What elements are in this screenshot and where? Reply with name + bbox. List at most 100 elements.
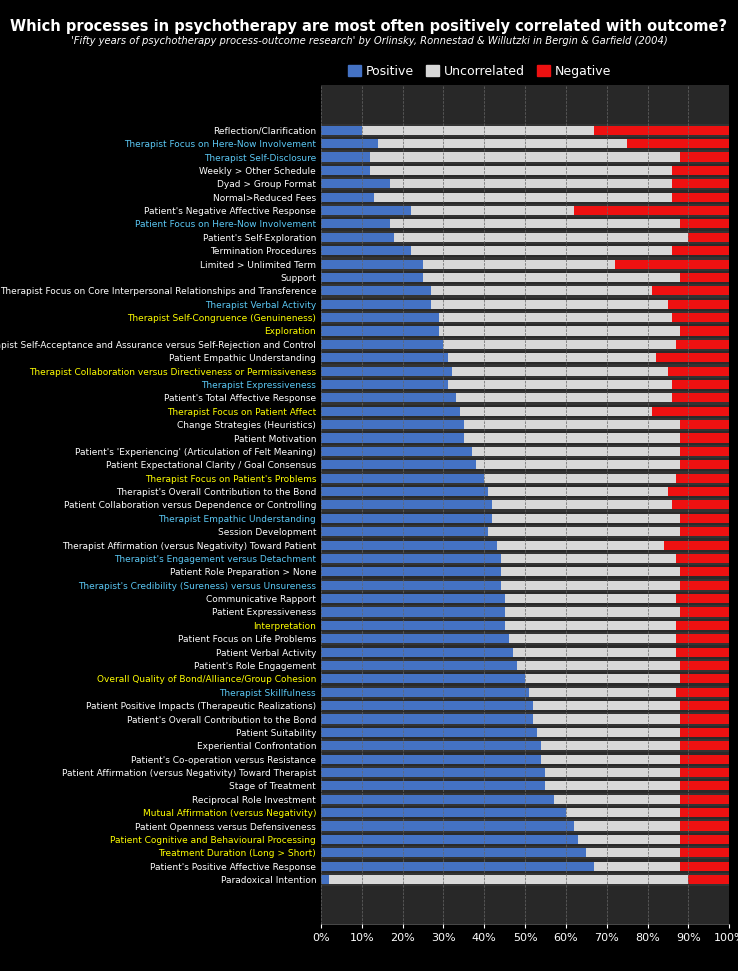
Bar bbox=[321, 190, 729, 204]
Bar bbox=[329, 875, 689, 885]
Bar bbox=[321, 367, 452, 376]
Bar bbox=[321, 324, 729, 338]
Bar bbox=[321, 137, 729, 151]
Bar bbox=[680, 420, 729, 429]
Bar bbox=[321, 204, 729, 218]
Bar bbox=[321, 378, 729, 391]
Bar bbox=[595, 861, 680, 871]
Bar bbox=[431, 300, 668, 309]
Bar bbox=[680, 326, 729, 336]
Bar bbox=[464, 433, 680, 443]
Bar bbox=[680, 567, 729, 577]
Bar bbox=[672, 166, 729, 175]
Bar bbox=[321, 661, 517, 670]
Bar bbox=[321, 527, 489, 536]
Bar bbox=[676, 687, 729, 697]
Bar bbox=[489, 527, 680, 536]
Bar bbox=[680, 782, 729, 790]
Bar bbox=[378, 139, 627, 149]
Bar bbox=[321, 835, 578, 844]
Bar bbox=[439, 313, 672, 322]
Bar bbox=[492, 500, 672, 510]
Bar bbox=[680, 152, 729, 161]
Bar bbox=[321, 352, 729, 364]
Bar bbox=[321, 846, 729, 859]
Bar bbox=[321, 579, 729, 592]
Bar bbox=[689, 233, 729, 242]
Bar bbox=[680, 447, 729, 456]
Bar bbox=[321, 686, 729, 699]
Bar bbox=[676, 648, 729, 656]
Bar bbox=[321, 620, 505, 630]
Bar bbox=[554, 794, 680, 804]
Bar bbox=[672, 192, 729, 202]
Bar bbox=[321, 151, 729, 164]
Bar bbox=[321, 407, 460, 416]
Bar bbox=[370, 152, 680, 161]
Bar bbox=[321, 433, 464, 443]
Bar bbox=[321, 447, 472, 456]
Bar bbox=[452, 367, 668, 376]
Bar bbox=[534, 715, 680, 723]
Bar bbox=[545, 782, 680, 790]
Bar bbox=[680, 861, 729, 871]
Bar bbox=[447, 380, 672, 389]
Bar bbox=[615, 259, 729, 269]
Bar bbox=[321, 244, 729, 257]
Bar bbox=[672, 393, 729, 402]
Bar bbox=[321, 393, 455, 402]
Bar bbox=[321, 701, 534, 710]
Bar bbox=[321, 364, 729, 378]
Bar bbox=[321, 164, 729, 177]
Bar bbox=[672, 313, 729, 322]
Bar bbox=[321, 152, 370, 161]
Bar bbox=[586, 849, 680, 857]
Bar bbox=[627, 139, 729, 149]
Bar bbox=[321, 380, 447, 389]
Bar bbox=[321, 553, 500, 563]
Bar bbox=[321, 646, 729, 658]
Bar bbox=[321, 192, 374, 202]
Bar bbox=[455, 393, 672, 402]
Bar bbox=[566, 808, 680, 818]
Bar bbox=[680, 674, 729, 684]
Bar bbox=[321, 687, 529, 697]
Bar bbox=[321, 715, 534, 723]
Bar bbox=[492, 514, 680, 522]
Bar bbox=[321, 257, 729, 271]
Bar bbox=[676, 634, 729, 643]
Bar bbox=[321, 431, 729, 445]
Bar bbox=[321, 538, 729, 552]
Bar bbox=[321, 739, 729, 753]
Bar bbox=[668, 300, 729, 309]
Bar bbox=[321, 512, 729, 525]
Bar bbox=[672, 180, 729, 188]
Bar bbox=[321, 820, 729, 833]
Bar bbox=[321, 420, 464, 429]
Bar bbox=[321, 246, 411, 255]
Bar bbox=[321, 861, 595, 871]
Bar bbox=[672, 246, 729, 255]
Bar bbox=[505, 594, 676, 603]
Bar bbox=[321, 541, 497, 550]
Bar bbox=[321, 741, 542, 751]
Bar bbox=[321, 123, 729, 137]
Bar bbox=[460, 407, 652, 416]
Bar bbox=[390, 180, 672, 188]
Bar bbox=[321, 180, 390, 188]
Bar bbox=[411, 246, 672, 255]
Bar bbox=[652, 286, 729, 295]
Bar bbox=[321, 594, 505, 603]
Bar bbox=[321, 605, 729, 619]
Bar bbox=[321, 779, 729, 792]
Bar bbox=[534, 701, 680, 710]
Bar bbox=[321, 725, 729, 739]
Bar bbox=[321, 567, 500, 577]
Bar bbox=[370, 166, 672, 175]
Bar bbox=[500, 567, 680, 577]
Bar bbox=[574, 206, 729, 216]
Bar bbox=[680, 433, 729, 443]
Bar bbox=[321, 525, 729, 538]
Bar bbox=[476, 460, 680, 469]
Bar bbox=[321, 166, 370, 175]
